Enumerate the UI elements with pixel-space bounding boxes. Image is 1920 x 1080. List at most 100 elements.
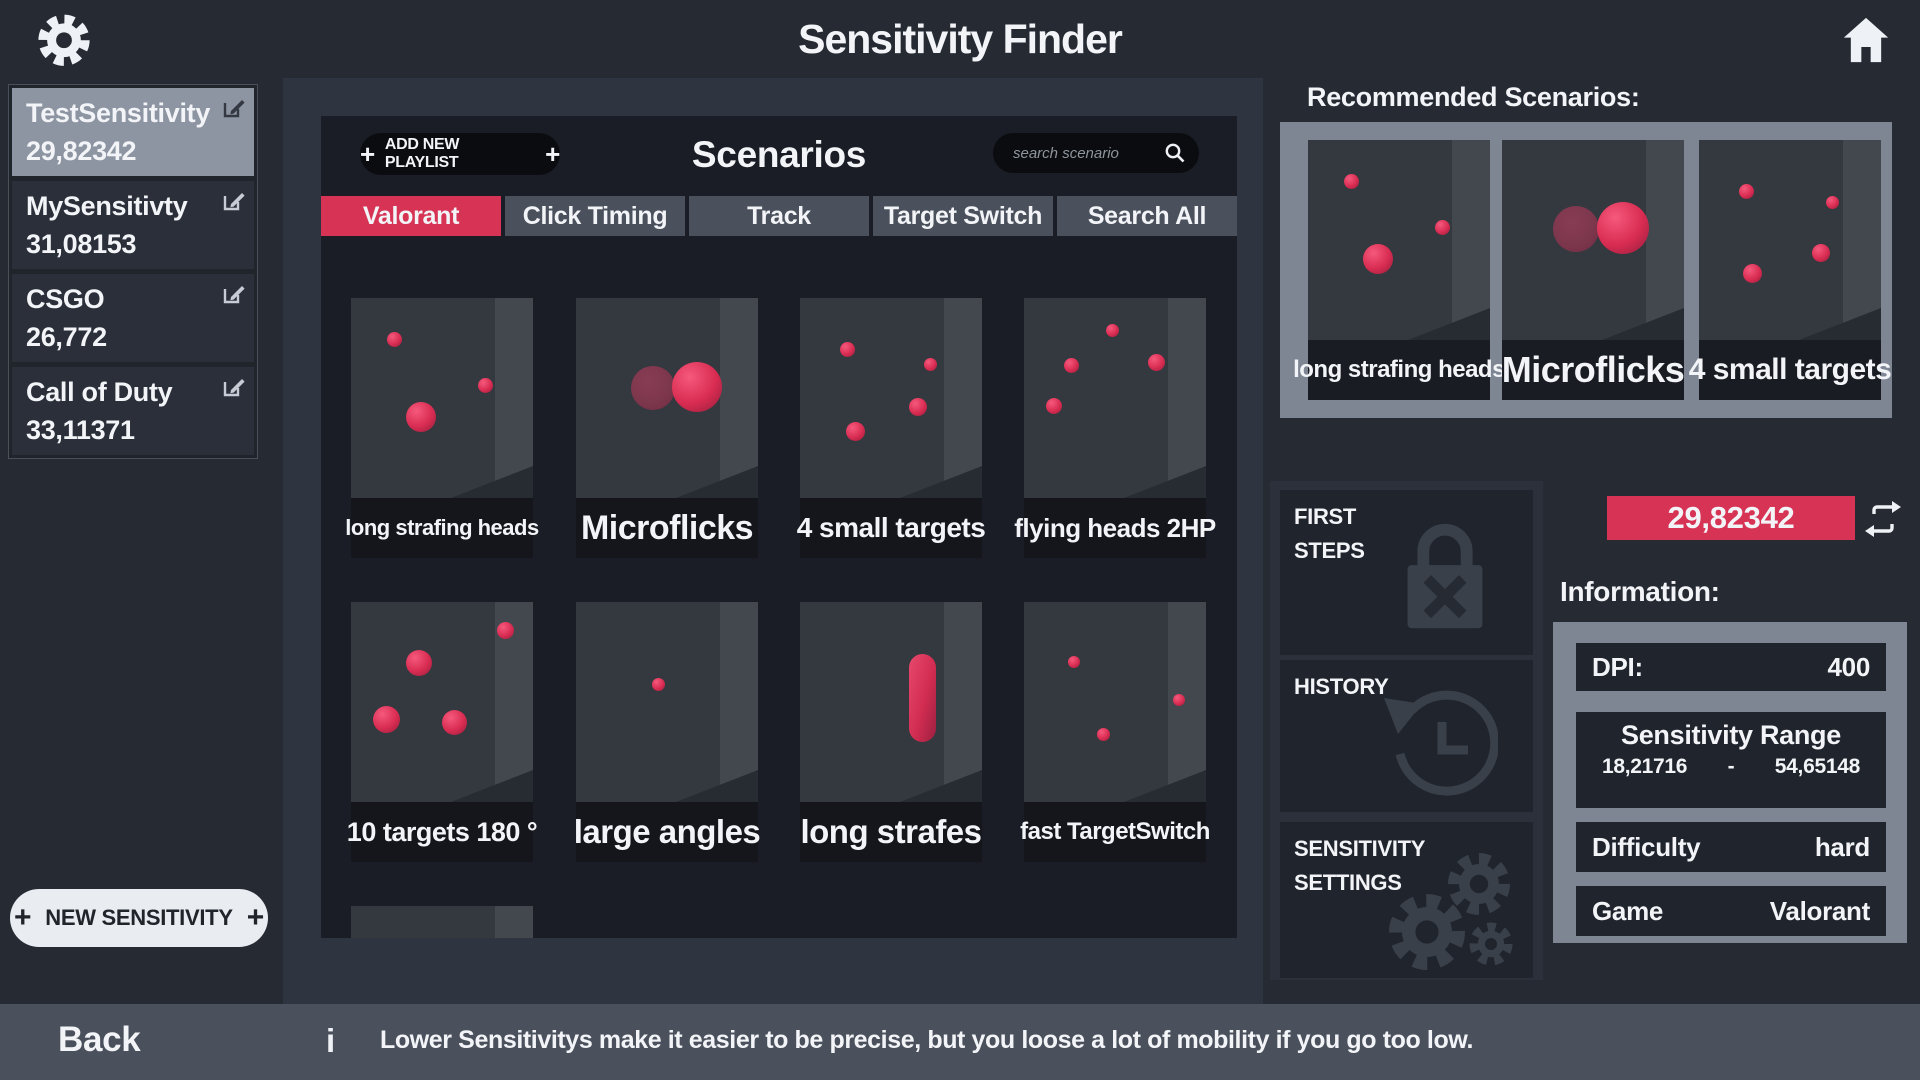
- target-sphere: [1435, 220, 1451, 235]
- recommended-card[interactable]: long strafing heads: [1293, 140, 1505, 400]
- settings-button[interactable]: [34, 8, 94, 70]
- tab-label: Target Switch: [883, 201, 1043, 230]
- target-sphere: [923, 358, 937, 371]
- edit-icon[interactable]: [221, 374, 247, 400]
- target-sphere: [1064, 358, 1080, 373]
- home-icon: [1838, 17, 1894, 72]
- scenario-label: fast TargetSwitch: [1020, 802, 1210, 862]
- sensitivity-list: TestSensitivity 29,82342 MySensitivty 31…: [8, 84, 258, 459]
- tab-search-all[interactable]: Search All: [1057, 196, 1237, 236]
- sensitivity-name: MySensitivty: [26, 191, 188, 221]
- search-icon[interactable]: [1163, 141, 1187, 165]
- target-sphere: [1096, 728, 1110, 741]
- tab-target-switch[interactable]: Target Switch: [873, 196, 1053, 236]
- gear-icon: [34, 14, 94, 74]
- scenario-thumbnail: [1024, 602, 1206, 802]
- scenario-card[interactable]: long strafing heads: [345, 298, 539, 558]
- tab-valorant[interactable]: Valorant: [321, 196, 501, 236]
- information-heading: Information:: [1560, 576, 1720, 607]
- scenario-label: 10 targets 180 °: [347, 802, 538, 862]
- sensitivity-settings-button[interactable]: SENSITIVITY SETTINGS: [1280, 822, 1533, 978]
- target-sphere: [630, 366, 675, 410]
- sensitivity-name: TestSensitivity: [26, 98, 211, 128]
- scenario-card[interactable]: flying heads 2HP: [1014, 298, 1216, 558]
- sensitivity-settings-label: SENSITIVITY SETTINGS: [1294, 836, 1426, 895]
- target-sphere: [1344, 174, 1360, 189]
- history-button[interactable]: HISTORY: [1280, 660, 1533, 812]
- tab-label: Search All: [1087, 201, 1207, 230]
- target-sphere: [405, 650, 432, 676]
- current-sensitivity-badge[interactable]: 29,82342: [1607, 496, 1855, 540]
- sensitivity-item-testsensitivity[interactable]: TestSensitivity 29,82342: [12, 88, 254, 176]
- scenario-thumbnail: [1502, 140, 1684, 340]
- footer-bar: Back i Lower Sensitivitys make it easier…: [0, 1004, 1920, 1080]
- sensitivity-value: 33,11371: [26, 415, 135, 445]
- new-sensitivity-button[interactable]: + NEW SENSITIVITY +: [10, 889, 268, 947]
- difficulty-label: Difficulty: [1592, 831, 1701, 862]
- info-icon: i: [326, 1022, 335, 1059]
- target-sphere: [672, 362, 723, 412]
- first-steps-button[interactable]: FIRST STEPS: [1280, 490, 1533, 655]
- sensitivity-item-call-of-duty[interactable]: Call of Duty 33,11371: [12, 367, 254, 455]
- target-sphere: [478, 378, 494, 393]
- scenario-card[interactable]: long strafes: [800, 602, 982, 862]
- edit-icon[interactable]: [221, 95, 247, 121]
- scenario-thumbnail: [1024, 298, 1206, 498]
- scenario-card[interactable]: 4 small targets: [797, 298, 986, 558]
- scenario-card[interactable]: 10 targets 180 °: [347, 602, 538, 862]
- target-sphere: [1742, 264, 1762, 283]
- target-sphere: [1067, 656, 1080, 668]
- tab-label: Valorant: [362, 201, 460, 230]
- scenario-label: long strafes: [800, 802, 982, 862]
- sensitivity-item-csgo[interactable]: CSGO 26,772: [12, 274, 254, 362]
- scenario-thumbnail: [1308, 140, 1490, 340]
- target-sphere: [1596, 202, 1649, 254]
- tab-label: Track: [747, 201, 811, 230]
- game-label: Game: [1592, 895, 1664, 926]
- current-sensitivity-value: 29,82342: [1667, 500, 1795, 535]
- recommended-card[interactable]: 4 small targets: [1689, 140, 1892, 400]
- add-new-playlist-button[interactable]: + ADD NEW PLAYLIST +: [360, 133, 560, 175]
- history-icon: [1368, 686, 1500, 811]
- scenario-card[interactable]: fast TargetSwitch: [1020, 602, 1210, 862]
- target-sphere: [1811, 244, 1830, 262]
- recommended-card[interactable]: Microflicks: [1502, 140, 1685, 400]
- edit-icon[interactable]: [221, 281, 247, 307]
- add-new-playlist-label: ADD NEW PLAYLIST: [384, 136, 460, 171]
- recommended-label: Microflicks: [1502, 340, 1685, 400]
- scenario-label: flying heads 2HP: [1014, 498, 1216, 558]
- target-sphere: [1105, 324, 1119, 337]
- recommended-panel: long strafing heads Microflicks 4 small …: [1280, 122, 1892, 418]
- home-button[interactable]: [1838, 12, 1894, 68]
- tab-track[interactable]: Track: [689, 196, 869, 236]
- scenario-label: large angles: [574, 802, 761, 862]
- target-sphere: [1826, 196, 1840, 209]
- search-input[interactable]: [1011, 143, 1163, 163]
- edit-icon[interactable]: [221, 188, 247, 214]
- tab-click-timing[interactable]: Click Timing: [505, 196, 685, 236]
- page-title: Sensitivity Finder: [798, 16, 1123, 62]
- sensitivity-name: Call of Duty: [26, 377, 173, 407]
- scenario-search[interactable]: [993, 133, 1199, 173]
- tab-label: Click Timing: [522, 201, 668, 230]
- first-steps-label: FIRST STEPS: [1294, 504, 1365, 563]
- target-sphere: [496, 622, 514, 639]
- scenario-card[interactable]: large angles: [574, 602, 761, 862]
- information-panel: DPI: 400 Sensitivity Range 18,21716 - 54…: [1553, 622, 1907, 943]
- nav-panel: FIRST STEPS HISTORY SENSITI: [1270, 481, 1543, 980]
- scenario-card-partial[interactable]: [351, 906, 533, 938]
- loop-arrows-icon: [1862, 501, 1904, 544]
- recommended-label: 4 small targets: [1689, 340, 1892, 400]
- refresh-sensitivity-button[interactable]: [1862, 498, 1904, 540]
- back-button[interactable]: Back: [58, 1020, 141, 1059]
- new-sensitivity-label: NEW SENSITIVITY: [45, 905, 233, 930]
- history-label: HISTORY: [1294, 674, 1389, 699]
- game-row: Game Valorant: [1576, 886, 1886, 936]
- scenario-thumbnail: [800, 602, 982, 802]
- difficulty-value: hard: [1814, 831, 1870, 862]
- scenario-card[interactable]: Microflicks: [576, 298, 758, 558]
- sensitivity-item-mysensitivty[interactable]: MySensitivty 31,08153: [12, 181, 254, 269]
- lock-icon: [1385, 512, 1505, 647]
- sensitivity-range-row: Sensitivity Range 18,21716 - 54,65148: [1576, 712, 1886, 808]
